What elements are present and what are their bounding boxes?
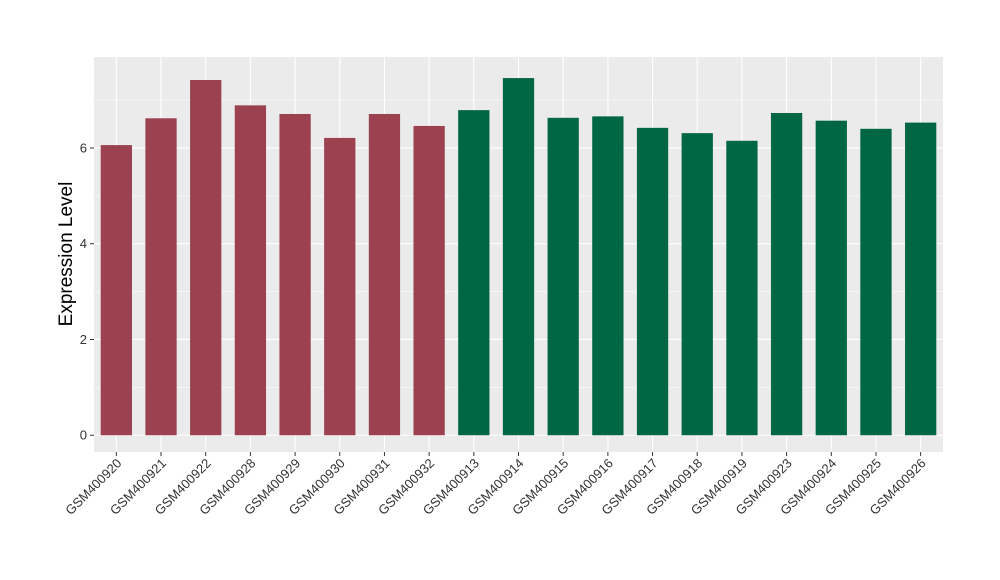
bar-GSM400915	[547, 117, 579, 436]
y-axis: 0 2 4 6	[80, 140, 94, 443]
bar-GSM400924	[815, 120, 847, 436]
y-tick-label: 2	[80, 332, 87, 347]
bar-GSM400928	[234, 105, 267, 436]
bar-GSM400931	[368, 113, 401, 436]
bar-GSM400914	[502, 78, 535, 436]
bar-GSM400916	[592, 116, 624, 436]
bar-GSM400929	[279, 113, 311, 436]
bar-GSM400925	[860, 128, 892, 436]
bar-GSM400930	[324, 137, 356, 436]
bar-GSM400926	[905, 122, 937, 436]
x-axis: GSM400920GSM400921GSM400922GSM400928GSM4…	[62, 452, 929, 518]
bar-GSM400932	[413, 125, 445, 436]
bar-GSM400917	[636, 127, 669, 436]
bar-GSM400921	[145, 118, 177, 436]
y-tick-label: 6	[80, 140, 87, 155]
y-tick-label: 4	[80, 236, 87, 251]
y-axis-title: Expression Level	[56, 182, 77, 327]
bar-GSM400919	[726, 140, 758, 436]
bar-GSM400922	[190, 79, 222, 436]
bar-GSM400918	[681, 133, 713, 436]
y-tick-label: 0	[80, 428, 87, 443]
bar-GSM400913	[458, 110, 490, 436]
bar-GSM400920	[100, 145, 132, 436]
bar-GSM400923	[770, 113, 803, 436]
bars	[100, 78, 937, 436]
